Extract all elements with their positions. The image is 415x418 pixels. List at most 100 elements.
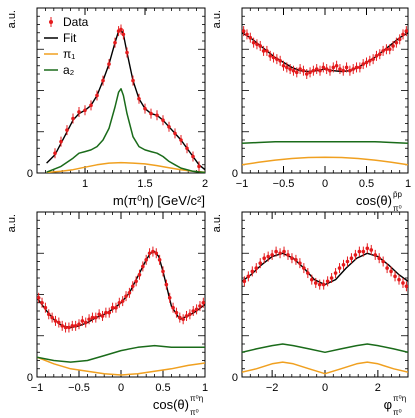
data-point: [266, 254, 270, 259]
data-point: [255, 42, 259, 47]
data-point: [387, 47, 392, 52]
x-tick-label: 0: [322, 382, 328, 394]
data-point: [381, 49, 385, 53]
data-point: [306, 271, 310, 275]
data-point: [46, 312, 51, 317]
data-point: [101, 78, 105, 83]
data-point: [377, 52, 382, 56]
data-point: [353, 253, 358, 257]
y-tick-label: 0: [27, 168, 33, 180]
data-point: [117, 300, 122, 305]
plot-frame: [36, 211, 206, 378]
x-tick-label: 0.5: [155, 382, 170, 394]
x-axis-label-subscript: π⁰: [393, 204, 402, 213]
y-axis-label: a.u.: [211, 214, 223, 232]
data-point: [137, 96, 141, 101]
data-point: [191, 154, 195, 159]
data-point: [43, 305, 48, 310]
data-point: [274, 249, 278, 254]
data-point: [50, 315, 54, 320]
legend-label-data: Data: [63, 15, 89, 29]
panel-costheta_pieta: −1 −0.5 0 0.5 1 0 a.u. cos(θ) π⁰η π⁰: [6, 211, 208, 417]
data-point: [384, 47, 389, 52]
plot-area: [46, 24, 205, 173]
legend-label-fit: Fit: [63, 31, 77, 45]
data-point: [278, 59, 282, 63]
data-point: [246, 274, 251, 279]
data-point: [373, 253, 378, 257]
data-point: [318, 68, 322, 73]
x-axis-label: φ: [384, 397, 392, 412]
x-axis-label-superscript: π⁰η: [190, 394, 203, 403]
a2-curve: [242, 140, 408, 145]
data-point: [358, 65, 362, 70]
data-point: [357, 249, 362, 254]
y-tick-label: 0: [232, 168, 238, 180]
data-point: [338, 67, 342, 71]
data-point: [110, 305, 115, 310]
data-point: [404, 284, 408, 289]
x-axis-label-subscript: π⁰: [190, 408, 199, 417]
data-point: [261, 49, 266, 53]
data-point: [83, 108, 87, 113]
data-point: [161, 269, 165, 274]
data-point: [63, 325, 68, 330]
data-point: [87, 317, 91, 322]
data-point: [188, 312, 192, 317]
data-point: [167, 125, 171, 129]
data-point: [67, 325, 71, 330]
data-point: [185, 146, 189, 151]
data-point: [77, 322, 81, 327]
data-point: [308, 70, 312, 75]
data-point: [242, 279, 247, 284]
data-point: [57, 320, 61, 325]
data-point: [304, 72, 309, 76]
data-point: [59, 139, 63, 144]
data-point: [120, 299, 125, 303]
data-point: [282, 249, 286, 254]
data-point: [179, 138, 183, 142]
data-point: [89, 103, 93, 108]
y-tick-label: 0: [27, 372, 33, 384]
panel-costheta_pp: −1 −0.5 0 0.5 1 0 a.u. cos(θ) p̄p π⁰: [211, 7, 411, 213]
data-point: [298, 261, 302, 265]
data-point: [258, 261, 263, 265]
x-tick-label: 0.5: [359, 178, 374, 190]
legend-marker-data-dot: [49, 20, 53, 24]
pi1-curve: [46, 161, 205, 173]
data-point: [281, 63, 286, 68]
x-tick-label: −1: [236, 178, 249, 190]
data-point: [197, 164, 201, 169]
data-point: [288, 67, 292, 71]
data-point: [341, 68, 346, 73]
data-point: [248, 35, 253, 40]
data-point: [394, 40, 399, 45]
data-point: [95, 93, 99, 98]
data-point: [333, 271, 338, 275]
x-tick-label: 2: [375, 382, 381, 394]
panel-mass: 1 1.5 2 0 a.u. m(π⁰η) [GeV/c²] Data Fit π₁ a₂: [6, 7, 208, 208]
data-point: [161, 118, 165, 122]
data-point: [404, 29, 408, 33]
data-point: [130, 284, 135, 289]
data-point: [164, 282, 169, 287]
data-point: [113, 40, 117, 45]
x-tick-label: 1: [405, 178, 411, 190]
data-point: [389, 269, 393, 274]
data-point: [401, 32, 405, 37]
x-tick-label: 0: [118, 382, 124, 394]
data-point: [157, 258, 162, 262]
data-point: [344, 65, 349, 70]
data-point: [107, 310, 112, 315]
data-point: [194, 307, 199, 312]
data-point: [268, 54, 273, 58]
data-point: [181, 317, 185, 322]
data-point: [341, 263, 346, 267]
data-point: [141, 264, 145, 269]
y-axis-label: a.u.: [211, 10, 223, 28]
data-point: [337, 266, 342, 270]
data-point: [364, 60, 369, 65]
data-point: [90, 315, 95, 320]
data-point: [311, 68, 316, 73]
data-point: [301, 68, 306, 73]
